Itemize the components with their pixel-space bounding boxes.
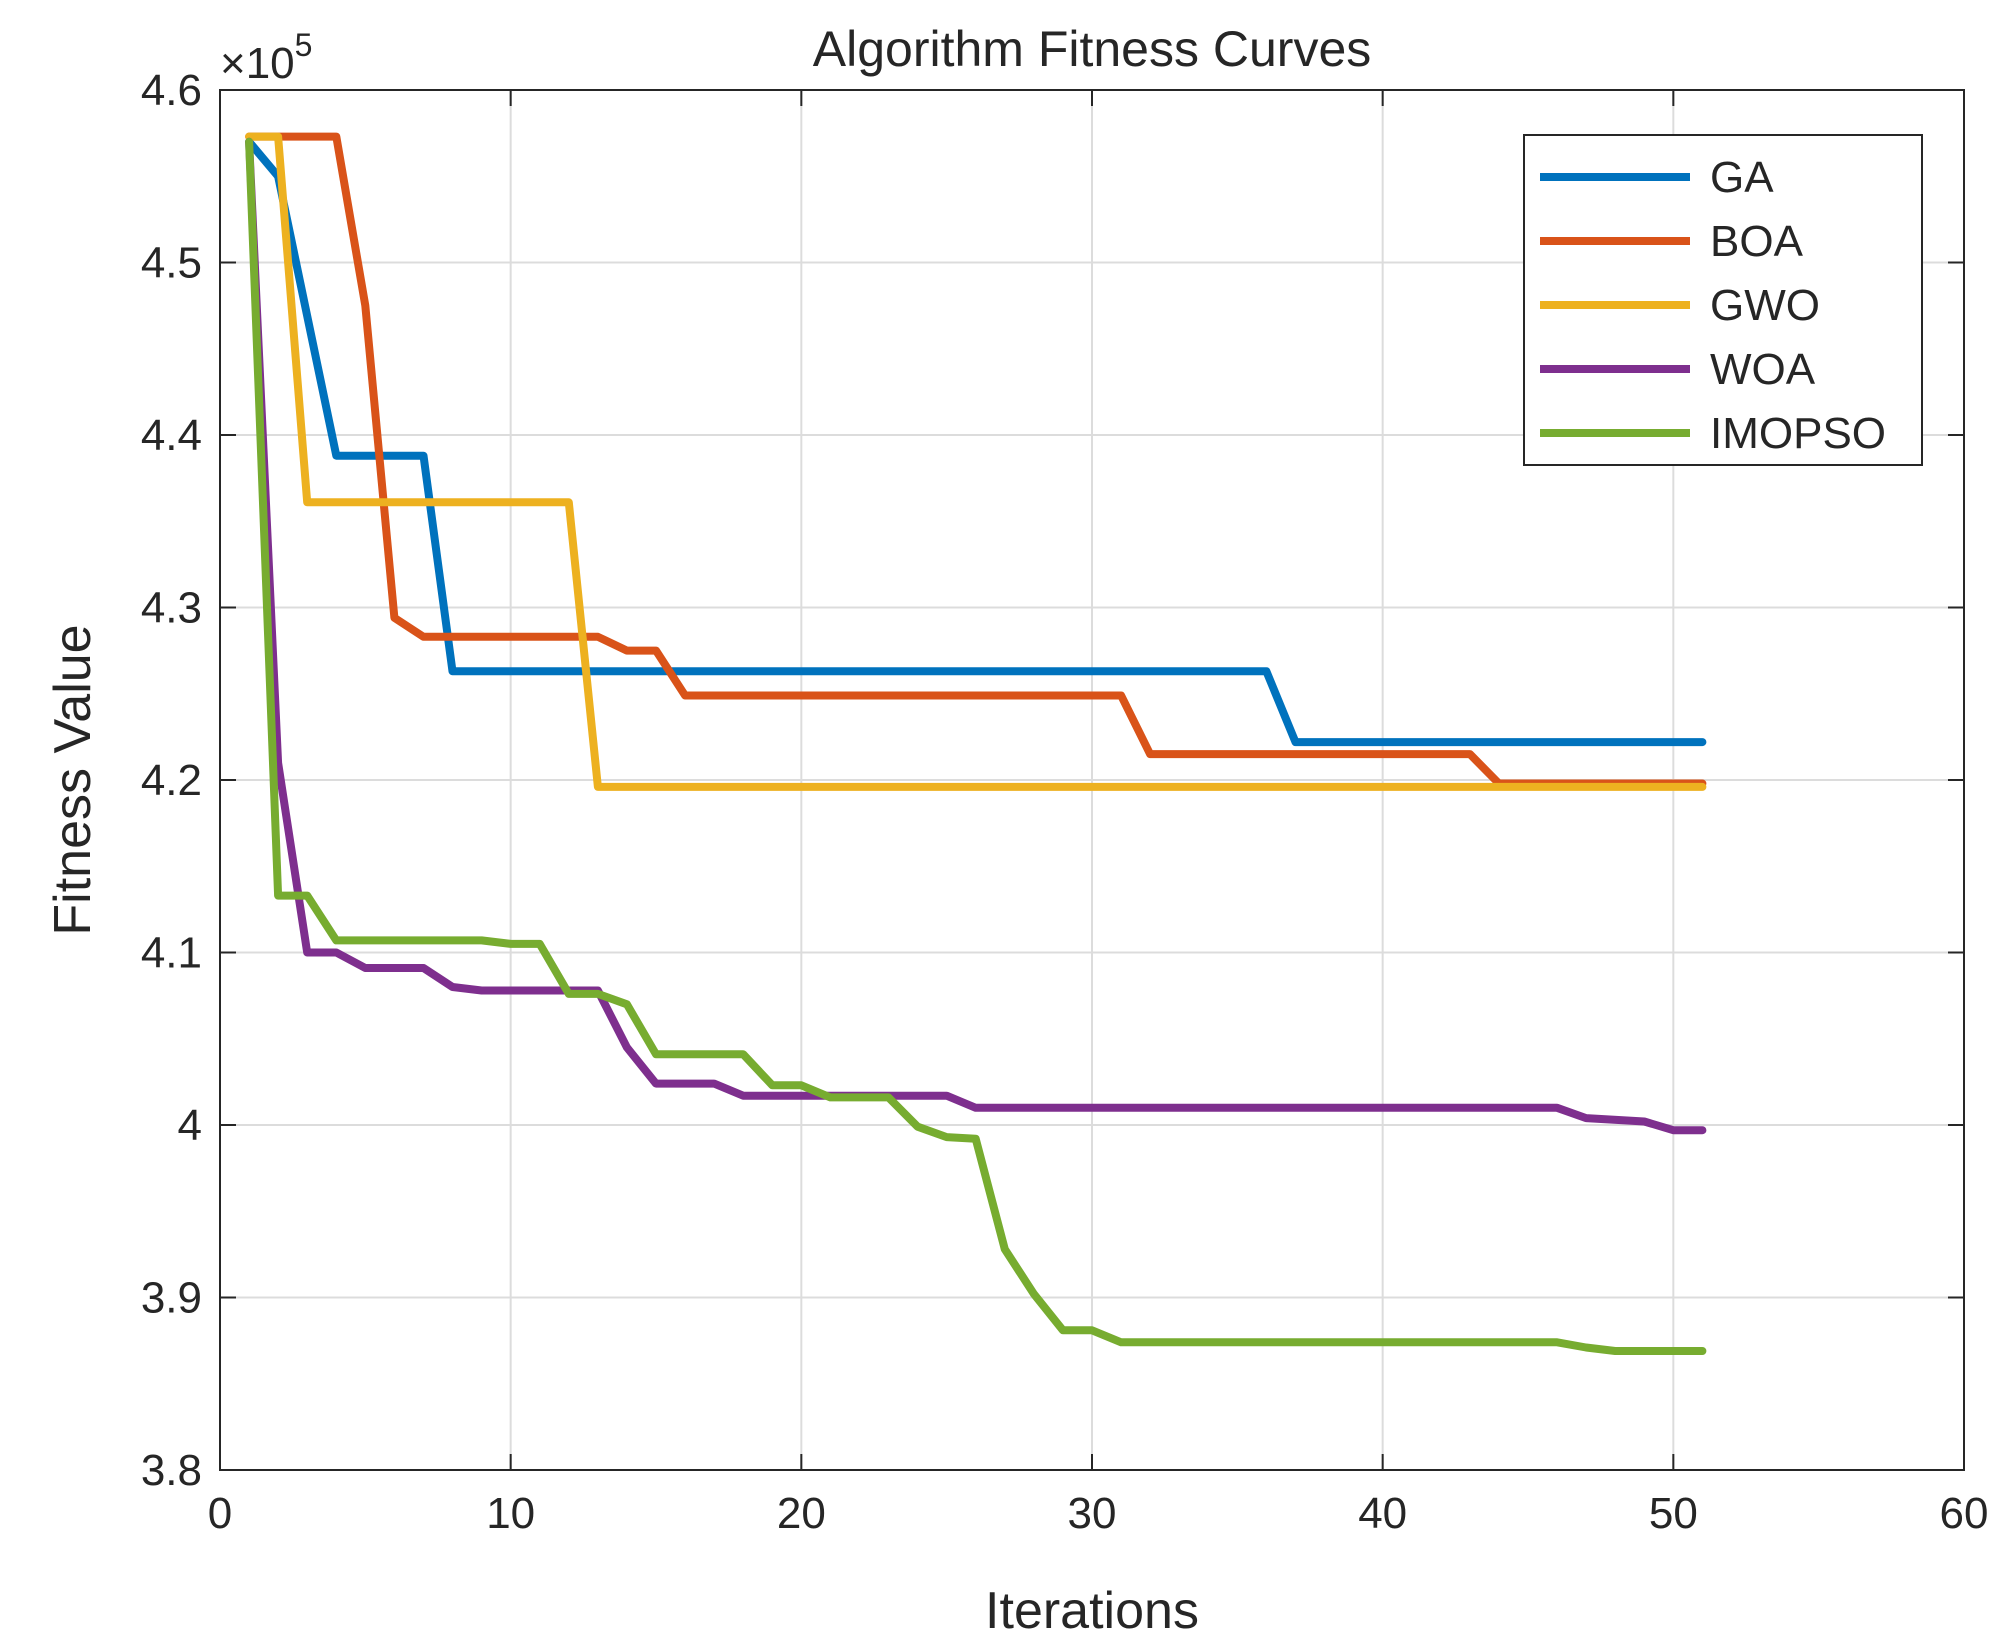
series-line-imopso (245, 137, 1707, 1355)
x-tick-label: 20 (777, 1489, 826, 1538)
y-tick-label: 3.9 (141, 1274, 202, 1323)
series-line-gwo (245, 132, 1707, 791)
y-exponent-base: ×10 (220, 39, 295, 88)
chart-title: Algorithm Fitness Curves (813, 21, 1372, 77)
x-tick-label: 0 (208, 1489, 232, 1538)
legend-label-gwo: GWO (1710, 281, 1820, 330)
x-tick-label: 60 (1940, 1489, 1989, 1538)
x-tick-label: 50 (1649, 1489, 1698, 1538)
y-tick-label: 4.2 (141, 756, 202, 805)
legend-label-woa: WOA (1710, 345, 1816, 394)
label-layer: 0 10 20 30 40 50 60 3.8 3.9 4 4.1 4.2 4.3 4.4 4.5 4.6 (141, 66, 1989, 1538)
y-axis-label: Fitness Value (44, 624, 102, 935)
series-layer (245, 132, 1707, 1355)
y-tick-label: 4.4 (141, 411, 202, 460)
y-tick-label: 4.5 (141, 239, 202, 288)
legend-box (1523, 134, 1923, 466)
y-tick-label: 4 (178, 1101, 202, 1150)
y-exponent-label: ×105 (220, 27, 312, 88)
y-tick-label: 4.6 (141, 66, 202, 115)
legend: GA BOA GWO WOA IMOPSO (1523, 134, 1923, 466)
x-tick-label: 30 (1068, 1489, 1117, 1538)
series-line-woa (245, 137, 1707, 1135)
y-tick-label: 4.3 (141, 584, 202, 633)
x-axis-label: Iterations (985, 1582, 1199, 1640)
series-line-boa (245, 132, 1707, 788)
legend-label-ga: GA (1710, 153, 1774, 202)
y-tick-label: 4.1 (141, 929, 202, 978)
legend-label-boa: BOA (1710, 217, 1804, 266)
tick-layer (219, 89, 1965, 1471)
x-tick-label: 10 (486, 1489, 535, 1538)
y-exponent-power: 5 (295, 27, 313, 63)
x-tick-label: 40 (1358, 1489, 1407, 1538)
legend-label-imopso: IMOPSO (1710, 409, 1886, 458)
y-tick-label: 3.8 (141, 1446, 202, 1495)
series-line-ga (245, 137, 1707, 747)
